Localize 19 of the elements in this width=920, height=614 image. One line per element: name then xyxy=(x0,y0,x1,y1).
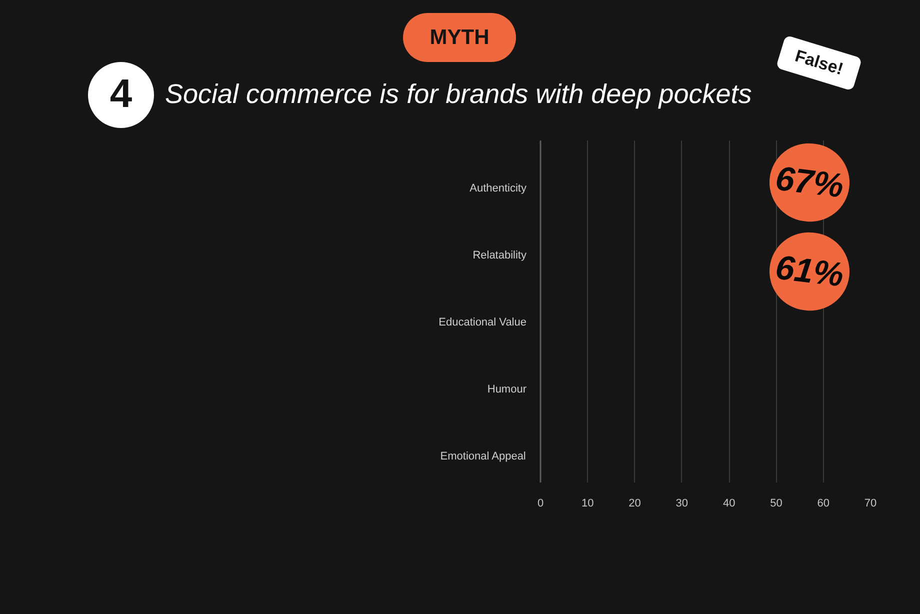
y-tick-label: Emotional Appeal xyxy=(440,450,526,463)
x-tick-label: 70 xyxy=(864,498,877,510)
x-tick-label: 40 xyxy=(722,498,736,510)
y-tick-label: Relatability xyxy=(472,250,527,262)
annotation: 67% xyxy=(773,160,846,206)
text: False! xyxy=(776,35,862,91)
x-tick-label: 60 xyxy=(817,498,830,510)
chart-title: Social commerce is for brands with deep pockets xyxy=(165,78,752,111)
x-tick-label: 30 xyxy=(676,498,688,510)
x-tick-label: 10 xyxy=(582,498,594,510)
x-tick-label: 0 xyxy=(537,498,544,510)
x-tick-label: 50 xyxy=(770,498,782,510)
text: 4 xyxy=(88,62,154,128)
x-tick-label: 20 xyxy=(628,498,641,510)
text: MYTH xyxy=(403,13,516,62)
annotation: 61% xyxy=(773,248,846,294)
y-tick-label: Authenticity xyxy=(470,182,527,194)
y-tick-label: Educational Value xyxy=(438,316,527,328)
y-tick-label: Humour xyxy=(487,384,527,396)
